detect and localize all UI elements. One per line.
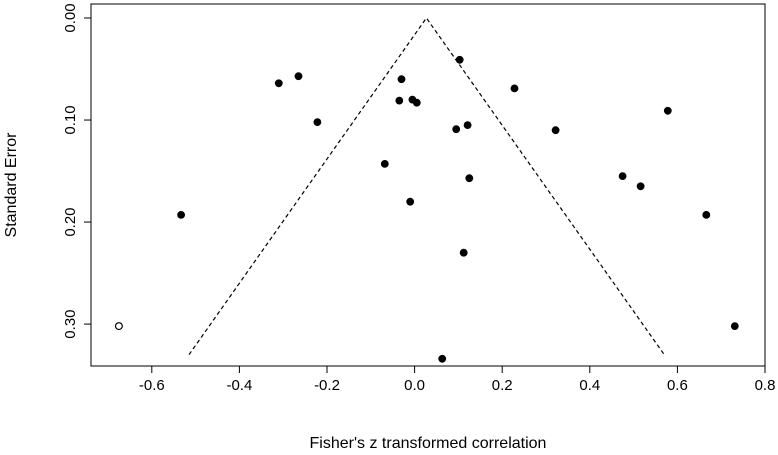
y-tick-label: 0.20 [62, 207, 79, 236]
data-point [412, 98, 421, 107]
data-point [395, 96, 404, 105]
x-tick-label: 0.8 [755, 377, 776, 394]
data-point [397, 75, 406, 84]
data-point [551, 126, 560, 135]
y-axis-title: Standard Error [3, 132, 20, 238]
data-point [313, 118, 322, 126]
data-point [177, 210, 185, 219]
data-point [636, 182, 645, 191]
data-point [702, 210, 711, 219]
data-point [459, 248, 468, 257]
data-point [380, 159, 389, 168]
data-point [452, 125, 461, 134]
x-tick-label: 0.0 [404, 377, 425, 394]
x-tick-label: 0.6 [667, 377, 688, 394]
data-point [455, 55, 464, 64]
x-axis: -0.6 -0.4 -0.2 0.0 0.2 0.4 0.6 0.8 [139, 366, 776, 394]
y-tick-label: 0.10 [62, 105, 79, 134]
x-tick-label: -0.2 [314, 377, 340, 394]
x-tick-label: -0.4 [226, 377, 252, 394]
y-axis: 0.00 0.10 0.20 0.30 [62, 3, 91, 339]
data-point [510, 84, 519, 93]
data-points [114, 55, 739, 363]
y-tick-label: 0.30 [62, 309, 79, 338]
x-tick-label: 0.2 [492, 377, 513, 394]
plot-frame [90, 3, 766, 367]
funnel-line [188, 16, 665, 356]
data-point [274, 79, 283, 88]
open-data-point [114, 322, 123, 331]
y-tick-label: 0.00 [62, 3, 79, 32]
data-point [438, 354, 447, 363]
data-point [663, 106, 672, 115]
data-point [465, 174, 474, 183]
data-point [730, 322, 739, 330]
data-point [463, 121, 472, 129]
x-tick-label: 0.4 [579, 377, 600, 394]
x-tick-label: -0.6 [139, 377, 165, 394]
data-point [618, 172, 627, 180]
data-point [406, 197, 415, 206]
x-axis-title: Fisher's z transformed correlation [310, 435, 547, 452]
data-point [294, 72, 303, 81]
